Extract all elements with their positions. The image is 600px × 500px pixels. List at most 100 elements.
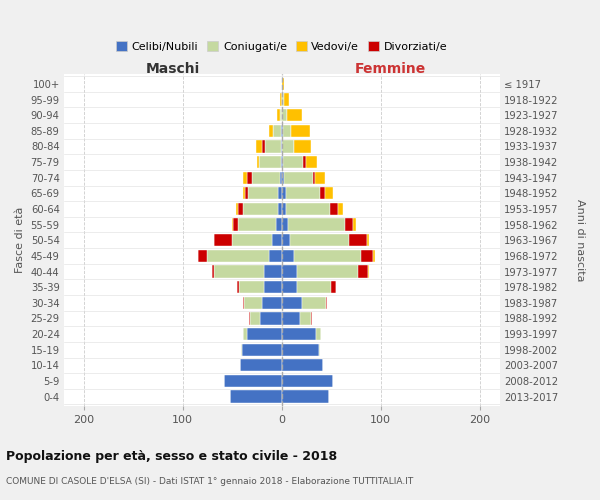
Bar [282,140,293,152]
Bar [282,124,283,137]
Bar [272,234,282,246]
Bar [302,296,326,309]
Bar [296,281,331,293]
Bar [286,203,330,215]
Bar [224,375,282,387]
Bar [299,312,311,324]
Bar [214,266,264,278]
Bar [283,124,290,137]
Bar [284,172,313,184]
Bar [282,266,296,278]
Bar [282,94,284,106]
Bar [230,390,282,402]
Bar [277,109,280,121]
Bar [278,203,282,215]
Y-axis label: Anni di nascita: Anni di nascita [575,199,585,281]
Bar [243,296,244,309]
Bar [287,218,345,230]
Bar [264,266,282,278]
Bar [241,344,242,356]
Bar [280,94,282,106]
Bar [248,187,278,200]
Bar [256,140,262,152]
Bar [282,203,286,215]
Bar [244,296,262,309]
Bar [282,109,287,121]
Bar [282,375,333,387]
Bar [245,187,248,200]
Bar [257,156,259,168]
Bar [243,187,245,200]
Bar [282,156,283,168]
Bar [249,312,250,324]
Bar [233,218,238,230]
Legend: Celibi/Nubili, Coniugati/e, Vedovi/e, Divorziati/e: Celibi/Nubili, Coniugati/e, Vedovi/e, Di… [112,37,452,56]
Bar [264,281,282,293]
Bar [208,250,269,262]
Text: Popolazione per età, sesso e stato civile - 2018: Popolazione per età, sesso e stato civil… [6,450,337,463]
Bar [282,312,299,324]
Bar [296,266,358,278]
Bar [320,187,325,200]
Bar [239,281,264,293]
Bar [345,218,353,230]
Bar [282,281,296,293]
Bar [238,218,276,230]
Bar [286,187,320,200]
Bar [283,156,302,168]
Bar [316,328,322,340]
Bar [197,250,208,262]
Text: Maschi: Maschi [146,62,200,76]
Bar [368,266,369,278]
Bar [282,78,284,90]
Bar [282,359,323,372]
Bar [240,359,282,372]
Bar [212,266,214,278]
Text: Femmine: Femmine [355,62,427,76]
Bar [250,312,260,324]
Bar [290,124,310,137]
Bar [214,234,232,246]
Bar [238,203,243,215]
Bar [281,140,282,152]
Bar [287,109,302,121]
Bar [269,250,282,262]
Y-axis label: Fasce di età: Fasce di età [15,207,25,274]
Text: COMUNE DI CASOLE D'ELSA (SI) - Dati ISTAT 1° gennaio 2018 - Elaborazione TUTTITA: COMUNE DI CASOLE D'ELSA (SI) - Dati ISTA… [6,478,413,486]
Bar [280,172,282,184]
Bar [281,124,282,137]
Bar [236,203,238,215]
Bar [305,156,317,168]
Bar [273,124,281,137]
Bar [338,203,343,215]
Bar [330,203,338,215]
Bar [282,328,316,340]
Bar [242,344,282,356]
Bar [290,234,349,246]
Bar [243,172,247,184]
Bar [276,218,282,230]
Bar [325,187,333,200]
Bar [282,234,290,246]
Bar [243,203,278,215]
Bar [284,94,289,106]
Bar [247,172,252,184]
Bar [326,296,328,309]
Bar [259,156,281,168]
Bar [367,234,369,246]
Bar [302,156,305,168]
Bar [262,140,265,152]
Bar [260,312,282,324]
Bar [361,250,373,262]
Bar [282,250,293,262]
Bar [247,328,282,340]
Bar [373,250,375,262]
Bar [349,234,367,246]
Bar [280,109,282,121]
Bar [269,124,273,137]
Bar [282,218,287,230]
Bar [358,266,368,278]
Bar [316,172,325,184]
Bar [293,250,361,262]
Bar [282,187,286,200]
